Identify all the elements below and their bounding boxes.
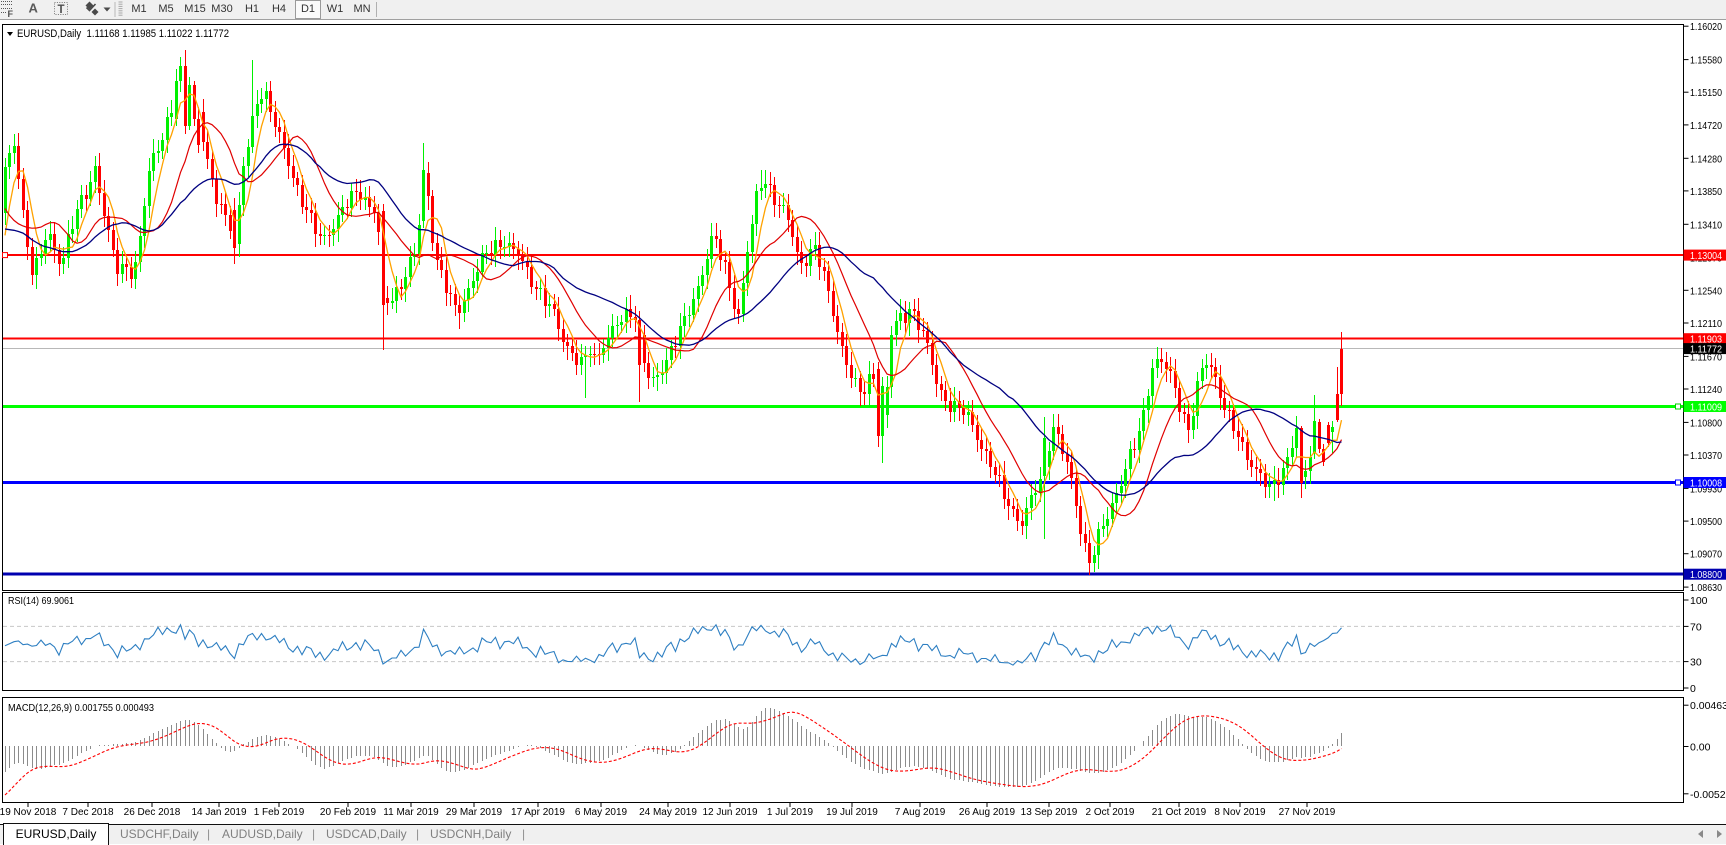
svg-text:1.13004: 1.13004 [1690, 250, 1722, 262]
svg-text:RSI(14) 69.9061: RSI(14) 69.9061 [8, 595, 74, 607]
svg-text:1.14280: 1.14280 [1690, 153, 1722, 165]
svg-text:0: 0 [1690, 683, 1696, 695]
svg-text:70: 70 [1690, 621, 1702, 633]
svg-text:27 Nov 2019: 27 Nov 2019 [1279, 807, 1336, 818]
svg-text:1.08800: 1.08800 [1690, 569, 1722, 581]
svg-text:1.14720: 1.14720 [1690, 120, 1722, 132]
svg-text:1.09500: 1.09500 [1690, 516, 1722, 528]
svg-text:1.16020: 1.16020 [1690, 21, 1722, 33]
svg-text:13 Sep 2019: 13 Sep 2019 [1021, 807, 1078, 818]
svg-text:1 Feb 2019: 1 Feb 2019 [254, 807, 305, 818]
svg-text:1.15580: 1.15580 [1690, 55, 1722, 67]
svg-text:0.00463: 0.00463 [1690, 700, 1726, 712]
svg-text:7 Dec 2018: 7 Dec 2018 [62, 807, 114, 818]
svg-text:19 Jul 2019: 19 Jul 2019 [826, 807, 878, 818]
svg-text:26 Dec 2018: 26 Dec 2018 [124, 807, 181, 818]
svg-text:1.10008: 1.10008 [1690, 478, 1722, 490]
svg-text:1.11240: 1.11240 [1690, 384, 1722, 396]
svg-text:1.12540: 1.12540 [1690, 285, 1722, 297]
svg-text:1.09070: 1.09070 [1690, 549, 1722, 561]
svg-text:14 Jan 2019: 14 Jan 2019 [191, 807, 246, 818]
svg-text:2 Oct 2019: 2 Oct 2019 [1086, 807, 1135, 818]
svg-text:30: 30 [1690, 657, 1702, 669]
svg-text:1 Jul 2019: 1 Jul 2019 [767, 807, 814, 818]
svg-text:1.15150: 1.15150 [1690, 87, 1722, 99]
svg-text:1.11009: 1.11009 [1690, 402, 1722, 414]
svg-text:EURUSD,Daily 1.11168 1.11985: EURUSD,Daily 1.11168 1.11985 1.11022 1.1… [17, 28, 229, 40]
svg-text:29 Mar 2019: 29 Mar 2019 [446, 807, 503, 818]
svg-text:1.10370: 1.10370 [1690, 450, 1722, 462]
svg-text:12 Jun 2019: 12 Jun 2019 [702, 807, 757, 818]
svg-text:MACD(12,26,9) 0.001755 0.00049: MACD(12,26,9) 0.001755 0.000493 [8, 702, 154, 714]
svg-text:26 Aug 2019: 26 Aug 2019 [959, 807, 1016, 818]
svg-text:17 Apr 2019: 17 Apr 2019 [511, 807, 565, 818]
svg-text:8 Nov 2019: 8 Nov 2019 [1214, 807, 1266, 818]
svg-text:100: 100 [1690, 595, 1708, 607]
svg-text:1.13850: 1.13850 [1690, 186, 1722, 198]
svg-text:1.11772: 1.11772 [1690, 344, 1722, 356]
svg-text:-0.005299: -0.005299 [1690, 789, 1726, 801]
svg-text:1.08630: 1.08630 [1690, 582, 1722, 594]
svg-text:6 May 2019: 6 May 2019 [575, 807, 628, 818]
svg-text:1.13410: 1.13410 [1690, 219, 1722, 231]
svg-text:21 Oct 2019: 21 Oct 2019 [1152, 807, 1207, 818]
svg-text:0.00: 0.00 [1690, 742, 1711, 754]
svg-text:7 Aug 2019: 7 Aug 2019 [895, 807, 946, 818]
svg-text:24 May 2019: 24 May 2019 [639, 807, 697, 818]
svg-text:19 Nov 2018: 19 Nov 2018 [0, 807, 57, 818]
svg-text:20 Feb 2019: 20 Feb 2019 [320, 807, 377, 818]
svg-text:1.10800: 1.10800 [1690, 417, 1722, 429]
svg-text:11 Mar 2019: 11 Mar 2019 [383, 807, 439, 818]
svg-text:1.12110: 1.12110 [1690, 318, 1722, 330]
